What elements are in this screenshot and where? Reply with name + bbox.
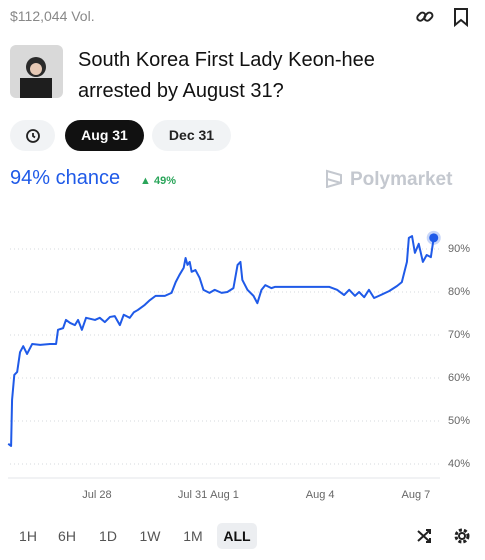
timeframe-button[interactable]: 6H xyxy=(58,528,76,544)
history-icon xyxy=(25,129,40,144)
x-tick-label: Aug 4 xyxy=(306,489,335,501)
brand-logo xyxy=(326,169,342,189)
brand: Polymarket xyxy=(324,168,452,191)
y-tick-label: 90% xyxy=(448,243,470,255)
y-tick-label: 60% xyxy=(448,372,470,384)
chance: 94% chance xyxy=(10,167,121,189)
volume: $112,044 Vol. xyxy=(10,8,95,24)
x-tick-label: Jul 31 xyxy=(178,489,207,501)
price-line xyxy=(7,235,435,447)
y-tick-label: 80% xyxy=(448,286,470,298)
x-tick-label: Jul 28 xyxy=(82,489,111,501)
brand-name: Polymarket xyxy=(350,169,453,190)
y-tick-label: 50% xyxy=(448,415,470,427)
x-tick-label: Aug 1 xyxy=(210,489,239,501)
timeframe-button[interactable]: 1D xyxy=(99,528,117,544)
title-line: arrested by August 31? xyxy=(78,80,284,102)
x-tick-label: Aug 7 xyxy=(401,489,430,501)
shuffle-icon[interactable] xyxy=(415,526,435,546)
end-dot xyxy=(429,233,439,243)
change: ▲ 49% xyxy=(140,175,176,187)
timeframe-button[interactable]: 1M xyxy=(183,528,203,544)
date-button-active[interactable]: Aug 31 xyxy=(65,120,144,151)
settings-icon[interactable] xyxy=(451,525,473,547)
y-tick-label: 70% xyxy=(448,329,470,341)
title: South Korea First Lady Keon-hee arrested… xyxy=(78,45,375,107)
thumbnail xyxy=(10,45,63,98)
timeframe-button-active[interactable]: ALL xyxy=(217,523,257,549)
link-icon[interactable] xyxy=(414,6,436,28)
timeframe-button[interactable]: 1H xyxy=(19,528,37,544)
timeframe-button[interactable]: 1W xyxy=(139,528,161,544)
bookmark-icon[interactable] xyxy=(451,6,471,28)
date-button[interactable]: Dec 31 xyxy=(152,120,231,151)
history-button[interactable] xyxy=(10,120,55,151)
change-value: 49% xyxy=(153,175,176,187)
chart: 40% 50% 60% 70% 80% 90% Jul 28 Jul 31 Aug 1 Aug 4… xyxy=(7,230,470,501)
title-line: South Korea First Lady Keon-hee xyxy=(78,49,375,71)
y-tick-label: 40% xyxy=(448,458,470,470)
